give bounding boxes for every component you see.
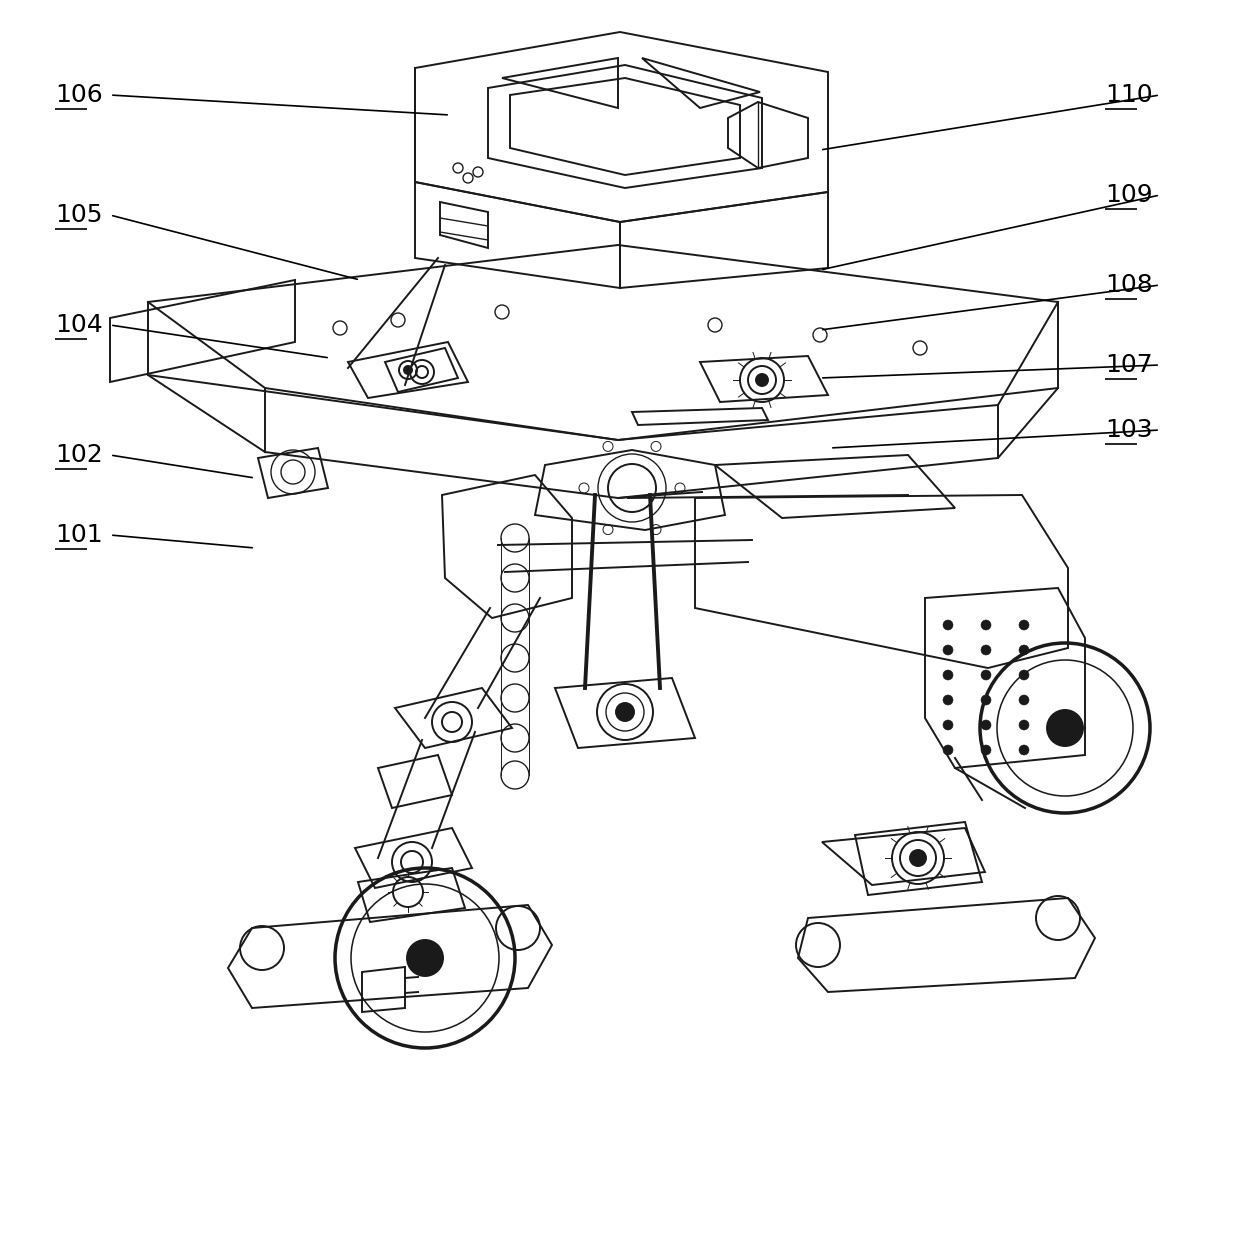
- Text: 103: 103: [1105, 418, 1153, 442]
- Circle shape: [1019, 695, 1029, 705]
- Circle shape: [942, 645, 954, 655]
- Circle shape: [981, 645, 991, 655]
- Text: 110: 110: [1105, 83, 1153, 107]
- Circle shape: [756, 374, 768, 386]
- Text: 107: 107: [1105, 353, 1153, 378]
- Circle shape: [942, 719, 954, 731]
- Circle shape: [1019, 745, 1029, 755]
- Circle shape: [981, 695, 991, 705]
- Circle shape: [942, 670, 954, 680]
- Circle shape: [404, 366, 412, 374]
- Circle shape: [981, 619, 991, 631]
- Circle shape: [942, 745, 954, 755]
- Circle shape: [1019, 670, 1029, 680]
- Text: 109: 109: [1105, 183, 1153, 207]
- Circle shape: [942, 695, 954, 705]
- Circle shape: [407, 940, 443, 976]
- Circle shape: [1019, 619, 1029, 631]
- Circle shape: [942, 619, 954, 631]
- Circle shape: [616, 703, 634, 721]
- Text: 104: 104: [55, 313, 103, 337]
- Text: 108: 108: [1105, 273, 1153, 297]
- Circle shape: [981, 745, 991, 755]
- Circle shape: [1019, 645, 1029, 655]
- Text: 105: 105: [55, 204, 103, 227]
- Circle shape: [1019, 719, 1029, 731]
- Text: 106: 106: [55, 83, 103, 107]
- Circle shape: [910, 850, 926, 866]
- Text: 101: 101: [55, 523, 103, 547]
- Circle shape: [981, 719, 991, 731]
- Text: 102: 102: [55, 443, 103, 466]
- Circle shape: [1047, 710, 1083, 747]
- Circle shape: [981, 670, 991, 680]
